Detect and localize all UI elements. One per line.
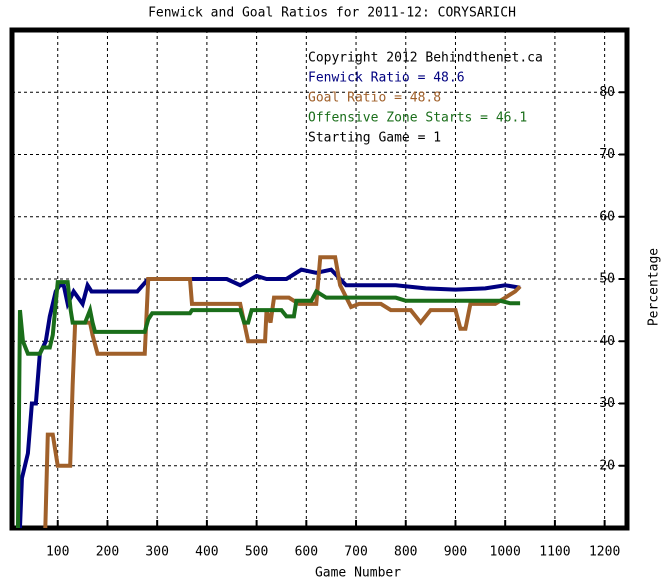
y-tick-label: 20 bbox=[599, 458, 615, 473]
series-line bbox=[43, 255, 522, 529]
annotation: Starting Game = 1 bbox=[308, 131, 441, 146]
x-tick-label: 1100 bbox=[539, 545, 570, 560]
annotation: Fenwick Ratio = 48.6 bbox=[308, 71, 465, 86]
y-tick-label: 80 bbox=[599, 85, 615, 100]
annotation: Goal Ratio = 48.8 bbox=[308, 91, 441, 106]
x-tick-label: 1200 bbox=[589, 545, 620, 560]
x-tick-label: 800 bbox=[394, 545, 417, 560]
y-tick-label: 50 bbox=[599, 272, 615, 287]
x-tick-label: 200 bbox=[96, 545, 119, 560]
y-tick-label: 40 bbox=[599, 334, 615, 349]
x-tick-label: 400 bbox=[195, 545, 218, 560]
series-line bbox=[15, 280, 521, 529]
x-axis-label: Game Number bbox=[315, 566, 401, 581]
annotation: Copyright 2012 Behindthenet.ca bbox=[308, 51, 543, 66]
x-tick-label: 500 bbox=[245, 545, 268, 560]
x-tick-label: 100 bbox=[46, 545, 69, 560]
x-tick-label: 700 bbox=[344, 545, 367, 560]
x-tick-label: 1000 bbox=[490, 545, 521, 560]
y-tick-label: 70 bbox=[599, 147, 615, 162]
y-tick-label: 60 bbox=[599, 209, 615, 224]
x-tick-label: 600 bbox=[295, 545, 318, 560]
plot-frame bbox=[9, 27, 630, 531]
x-tick-label: 900 bbox=[444, 545, 467, 560]
y-tick-label: 30 bbox=[599, 396, 615, 411]
annotation: Offensive Zone Starts = 46.1 bbox=[308, 111, 527, 126]
chart-title: Fenwick and Goal Ratios for 2011-12: COR… bbox=[148, 6, 516, 21]
series-line bbox=[17, 267, 521, 529]
x-tick-label: 300 bbox=[145, 545, 168, 560]
y-axis-label: Percentage bbox=[647, 248, 662, 326]
